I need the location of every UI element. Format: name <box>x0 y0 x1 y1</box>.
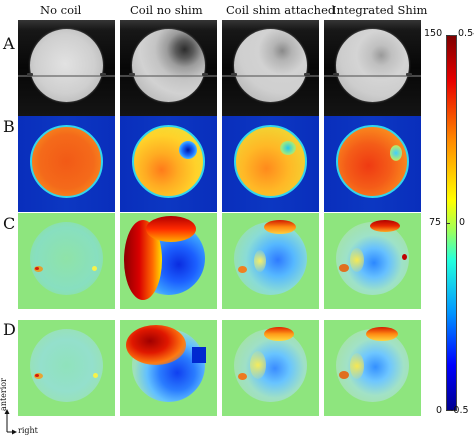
field-disk <box>132 125 205 198</box>
field-blob <box>264 327 294 341</box>
colorbar-right-tick-zero: 0 <box>459 217 466 228</box>
phantom-notch <box>27 73 33 76</box>
field-disk <box>234 220 307 295</box>
panel-b-integrated-shim <box>324 116 421 212</box>
image-stripe <box>18 75 115 77</box>
panel-b-no-coil <box>18 116 115 212</box>
colorbar-left-tick-150: 150 <box>424 28 443 39</box>
phantom-notch <box>406 73 412 76</box>
field-disk <box>124 216 205 300</box>
panel-b-coil-shim-attached <box>222 116 319 212</box>
colorbar-tickmark <box>446 410 450 411</box>
field-blob <box>250 351 266 379</box>
column-header-integrated-shim: Integrated Shim <box>332 3 428 17</box>
colorbar-left-tick-0: 0 <box>436 405 443 416</box>
field-blob <box>126 325 186 365</box>
field-blob <box>35 374 39 377</box>
panel-a-coil-no-shim <box>120 20 217 116</box>
field-blob <box>93 373 98 378</box>
phantom-disk <box>336 29 409 102</box>
field-blob <box>92 266 97 271</box>
column-header-no-coil: No coil <box>40 3 82 17</box>
row-label-a: A <box>3 34 15 53</box>
field-blob <box>179 141 197 159</box>
panel-a-no-coil <box>18 20 115 116</box>
field-blob <box>280 141 296 155</box>
field-blob <box>238 266 247 273</box>
colorbar-left-tick-75: 75 <box>429 217 442 228</box>
column-header-coil-shim-attached: Coil shim attached <box>226 3 336 17</box>
colorbar-tickmark <box>446 223 450 224</box>
field-disk <box>30 222 103 295</box>
panel-c-no-coil <box>18 213 115 309</box>
anterior-arrowhead-icon <box>4 409 10 414</box>
image-stripe <box>324 75 421 77</box>
field-blob <box>339 264 349 272</box>
image-stripe <box>120 75 217 77</box>
field-blob <box>146 216 196 242</box>
field-disk <box>30 125 103 198</box>
field-blob <box>254 250 266 272</box>
field-disk <box>30 329 103 402</box>
field-disk <box>336 220 409 295</box>
field-blob <box>390 145 402 161</box>
field-disk <box>336 327 409 402</box>
axis-label-anterior: anterior <box>0 378 8 411</box>
row-label-c: C <box>3 214 16 233</box>
panel-c-integrated-shim <box>324 213 421 309</box>
field-disk <box>234 327 307 402</box>
colorbar-right-tick-max: 0.54 <box>458 28 474 39</box>
field-blob <box>264 220 296 234</box>
field-blob <box>370 220 400 232</box>
phantom-notch <box>100 73 106 76</box>
field-disk <box>336 125 409 198</box>
field-disk <box>126 325 206 402</box>
phantom-notch <box>231 73 237 76</box>
field-blob <box>350 248 364 272</box>
column-header-coil-no-shim: Coil no shim <box>130 3 203 17</box>
panel-a-integrated-shim <box>324 20 421 116</box>
phantom-disk <box>234 29 307 102</box>
panel-d-no-coil <box>18 320 115 416</box>
row-label-d: D <box>3 320 16 339</box>
panel-d-integrated-shim <box>324 320 421 416</box>
field-disk <box>234 125 307 198</box>
phantom-notch <box>333 73 339 76</box>
image-stripe <box>222 75 319 77</box>
row-label-b: B <box>3 117 15 136</box>
orientation-arrows <box>4 409 17 435</box>
panel-a-coil-shim-attached <box>222 20 319 116</box>
field-blob <box>402 254 407 260</box>
colorbar-right-tick-min: -0.5 <box>450 405 469 416</box>
field-blob <box>192 347 206 363</box>
panel-d-coil-shim-attached <box>222 320 319 416</box>
field-blob <box>350 353 364 379</box>
axis-label-right: right <box>18 426 38 435</box>
field-blob <box>238 373 247 380</box>
panel-d-coil-no-shim <box>120 320 217 416</box>
field-blob <box>366 327 398 341</box>
panel-c-coil-shim-attached <box>222 213 319 309</box>
phantom-notch <box>129 73 135 76</box>
right-arrowhead-icon <box>12 429 17 435</box>
field-blob <box>339 371 349 379</box>
phantom-disk <box>30 29 103 102</box>
field-blob <box>35 267 39 270</box>
phantom-notch <box>202 73 208 76</box>
phantom-disk <box>132 29 205 102</box>
phantom-notch <box>304 73 310 76</box>
panel-b-coil-no-shim <box>120 116 217 212</box>
colorbar-tickmark <box>446 35 450 36</box>
panel-c-coil-no-shim <box>120 213 217 309</box>
